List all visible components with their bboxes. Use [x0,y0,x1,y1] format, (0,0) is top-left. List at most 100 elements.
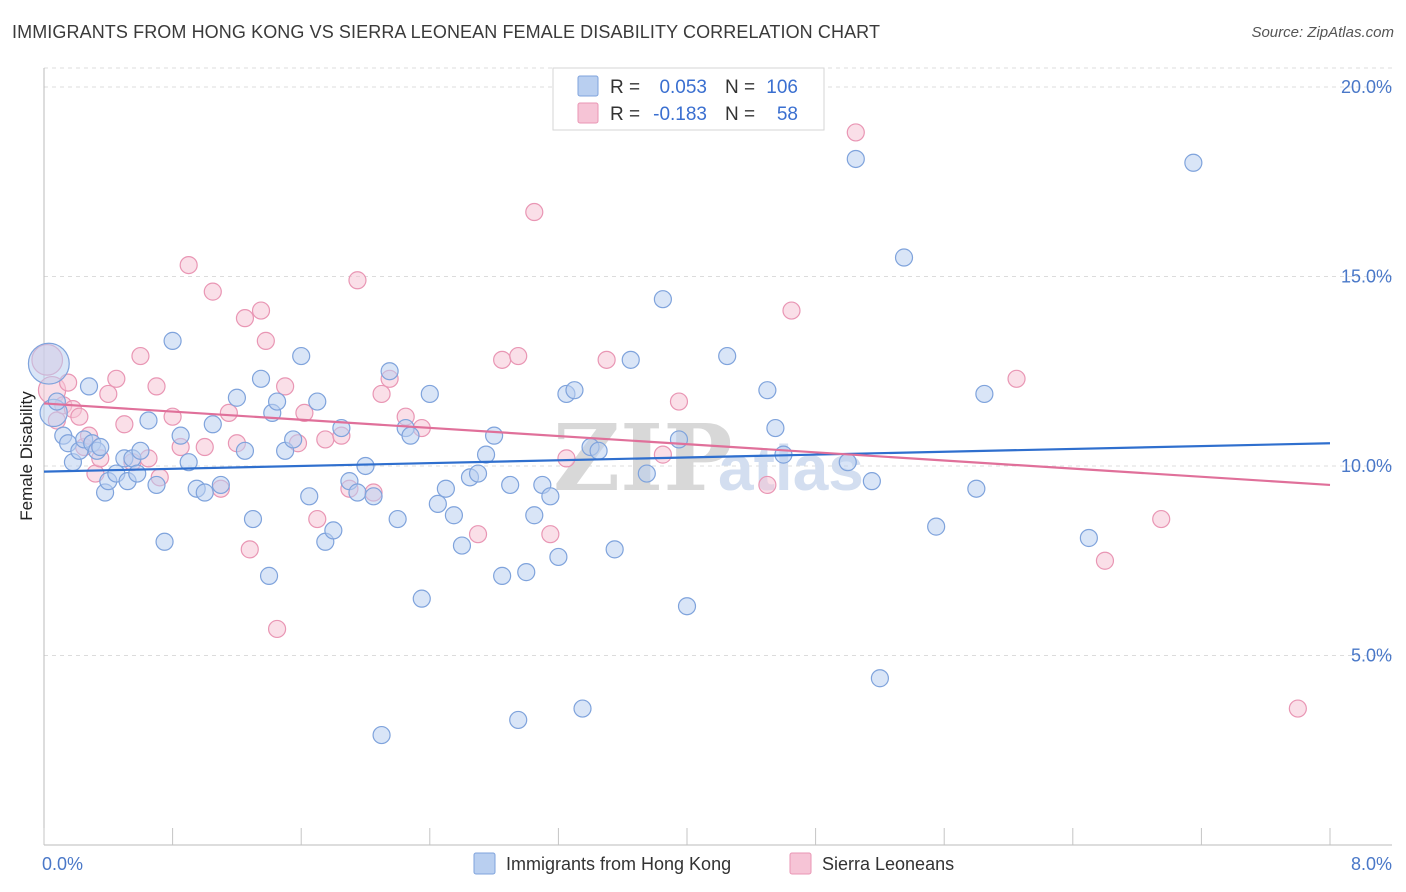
hong-kong-point [155,532,174,551]
sierra-leoneans-point [235,309,255,328]
sierra-leoneans-point [669,392,689,411]
hong-kong-point [348,483,367,502]
sierra-leoneans-trend-line [43,402,1331,487]
sierra-leoneans-point [240,540,259,559]
sierra-leoneans-point [493,350,512,369]
hong-kong-point [203,415,222,434]
sierra-leoneans-point [1095,551,1115,570]
bottom-legend-swatch-pink [789,852,812,875]
hong-kong-point [388,509,407,529]
correlation-legend: R = 0.053 N = 106 R = -0.183 N = 58 [552,67,825,131]
sierra-leoneans-point [509,346,528,366]
sierra-leoneans-point [115,415,134,434]
hong-kong-point [605,540,624,559]
hong-kong-point [251,369,271,388]
sierra-leoneans-point [525,202,544,222]
hong-kong-point [444,506,464,525]
hong-kong-point [372,725,391,745]
hong-kong-point [131,441,150,460]
sierra-leoneans-point [308,509,327,529]
hong-kong-point [47,392,66,411]
hong-kong-point [284,430,303,449]
sierra-leoneans-point [846,123,865,142]
hong-kong-point [227,388,246,407]
bottom-legend-swatch-blue [473,852,496,875]
chart-title: IMMIGRANTS FROM HONG KONG VS SIERRA LEON… [12,22,881,42]
legend-r-label-2: R = [610,104,640,125]
sierra-leoneans-point [195,437,214,457]
hong-kong-point [862,472,881,491]
hong-kong-point [308,392,327,411]
legend-swatch-pink [577,102,599,124]
hong-kong-point [541,487,560,506]
hong-kong-point [573,699,592,718]
legend-swatch-blue [577,75,599,97]
legend-n-label-1: N = [725,77,755,98]
hong-kong-point [501,475,520,495]
hong-kong-point [525,506,544,525]
legend-n-value-1: 106 [766,77,798,98]
hong-kong-point [975,384,994,404]
legend-n-label-2: N = [725,104,755,125]
hong-kong-point [517,563,536,582]
hong-kong-point [412,589,431,608]
legend-r-label-1: R = [610,77,640,98]
sierra-leoneans-point [597,350,616,369]
y-tick-label: 15.0% [1341,266,1392,286]
sierra-leoneans-point [1288,699,1307,718]
hong-kong-point [380,362,399,381]
sierra-leoneans-point [295,403,314,423]
hong-kong-point [235,441,255,460]
x-tick-label-max: 8.0% [1351,854,1392,874]
trend-lines [43,402,1331,487]
hong-kong-point [669,430,689,449]
hong-kong-point [1184,153,1203,172]
sierra-leoneans-point [557,449,576,468]
hong-kong-point [211,475,230,495]
sierra-leoneans-point [147,377,166,396]
hong-kong-point [589,441,608,460]
hong-kong-point [468,464,488,483]
hong-kong-point [420,384,439,404]
hong-kong-point [493,566,512,585]
y-tick-labels: 5.0% 10.0% 15.0% 20.0% [1341,77,1392,666]
hong-kong-point [195,483,214,502]
hong-kong-point [653,290,672,309]
hong-kong-point [179,453,198,472]
legend-r-value-1: 0.053 [659,77,707,98]
sierra-leoneans-point [99,384,118,404]
hong-kong-point [428,494,447,513]
hong-kong-point [766,418,785,438]
hong-kong-point [565,381,584,400]
hong-kong-point [267,392,287,411]
sierra-leoneans-point [758,475,777,495]
legend-r-value-2: -0.183 [653,104,707,125]
y-axis-title: Female Disability [17,391,36,521]
sierra-leoneans-point [316,430,335,449]
sierra-leoneans-point [782,301,801,320]
hong-kong-point [27,342,70,385]
hong-kong-point [509,710,528,730]
sierra-leoneans-point [276,377,295,396]
hong-kong-point [967,479,986,498]
hong-kong-point [147,475,166,495]
sierra-leoneans-point [1007,369,1026,388]
sierra-leoneans-point [107,369,126,388]
bottom-legend-label-sierra-leoneans: Sierra Leoneans [822,854,954,874]
y-tick-label: 5.0% [1351,645,1392,665]
sierra-leoneans-point [1152,509,1171,529]
hong-kong-trend-line [43,442,1331,473]
hong-kong-point [332,418,351,438]
hong-kong-point [452,536,472,555]
x-ticks [43,828,1331,845]
sierra-leoneans-point [653,445,672,464]
hong-kong-point [718,346,737,366]
hong-kong-point [243,509,263,529]
x-tick-label-min: 0.0% [42,854,83,874]
hong-kong-point [549,547,568,567]
sierra-leoneans-point [372,384,391,404]
hong-kong-point [637,464,656,483]
hong-kong-point [870,669,890,688]
hong-kong-point [79,377,99,396]
